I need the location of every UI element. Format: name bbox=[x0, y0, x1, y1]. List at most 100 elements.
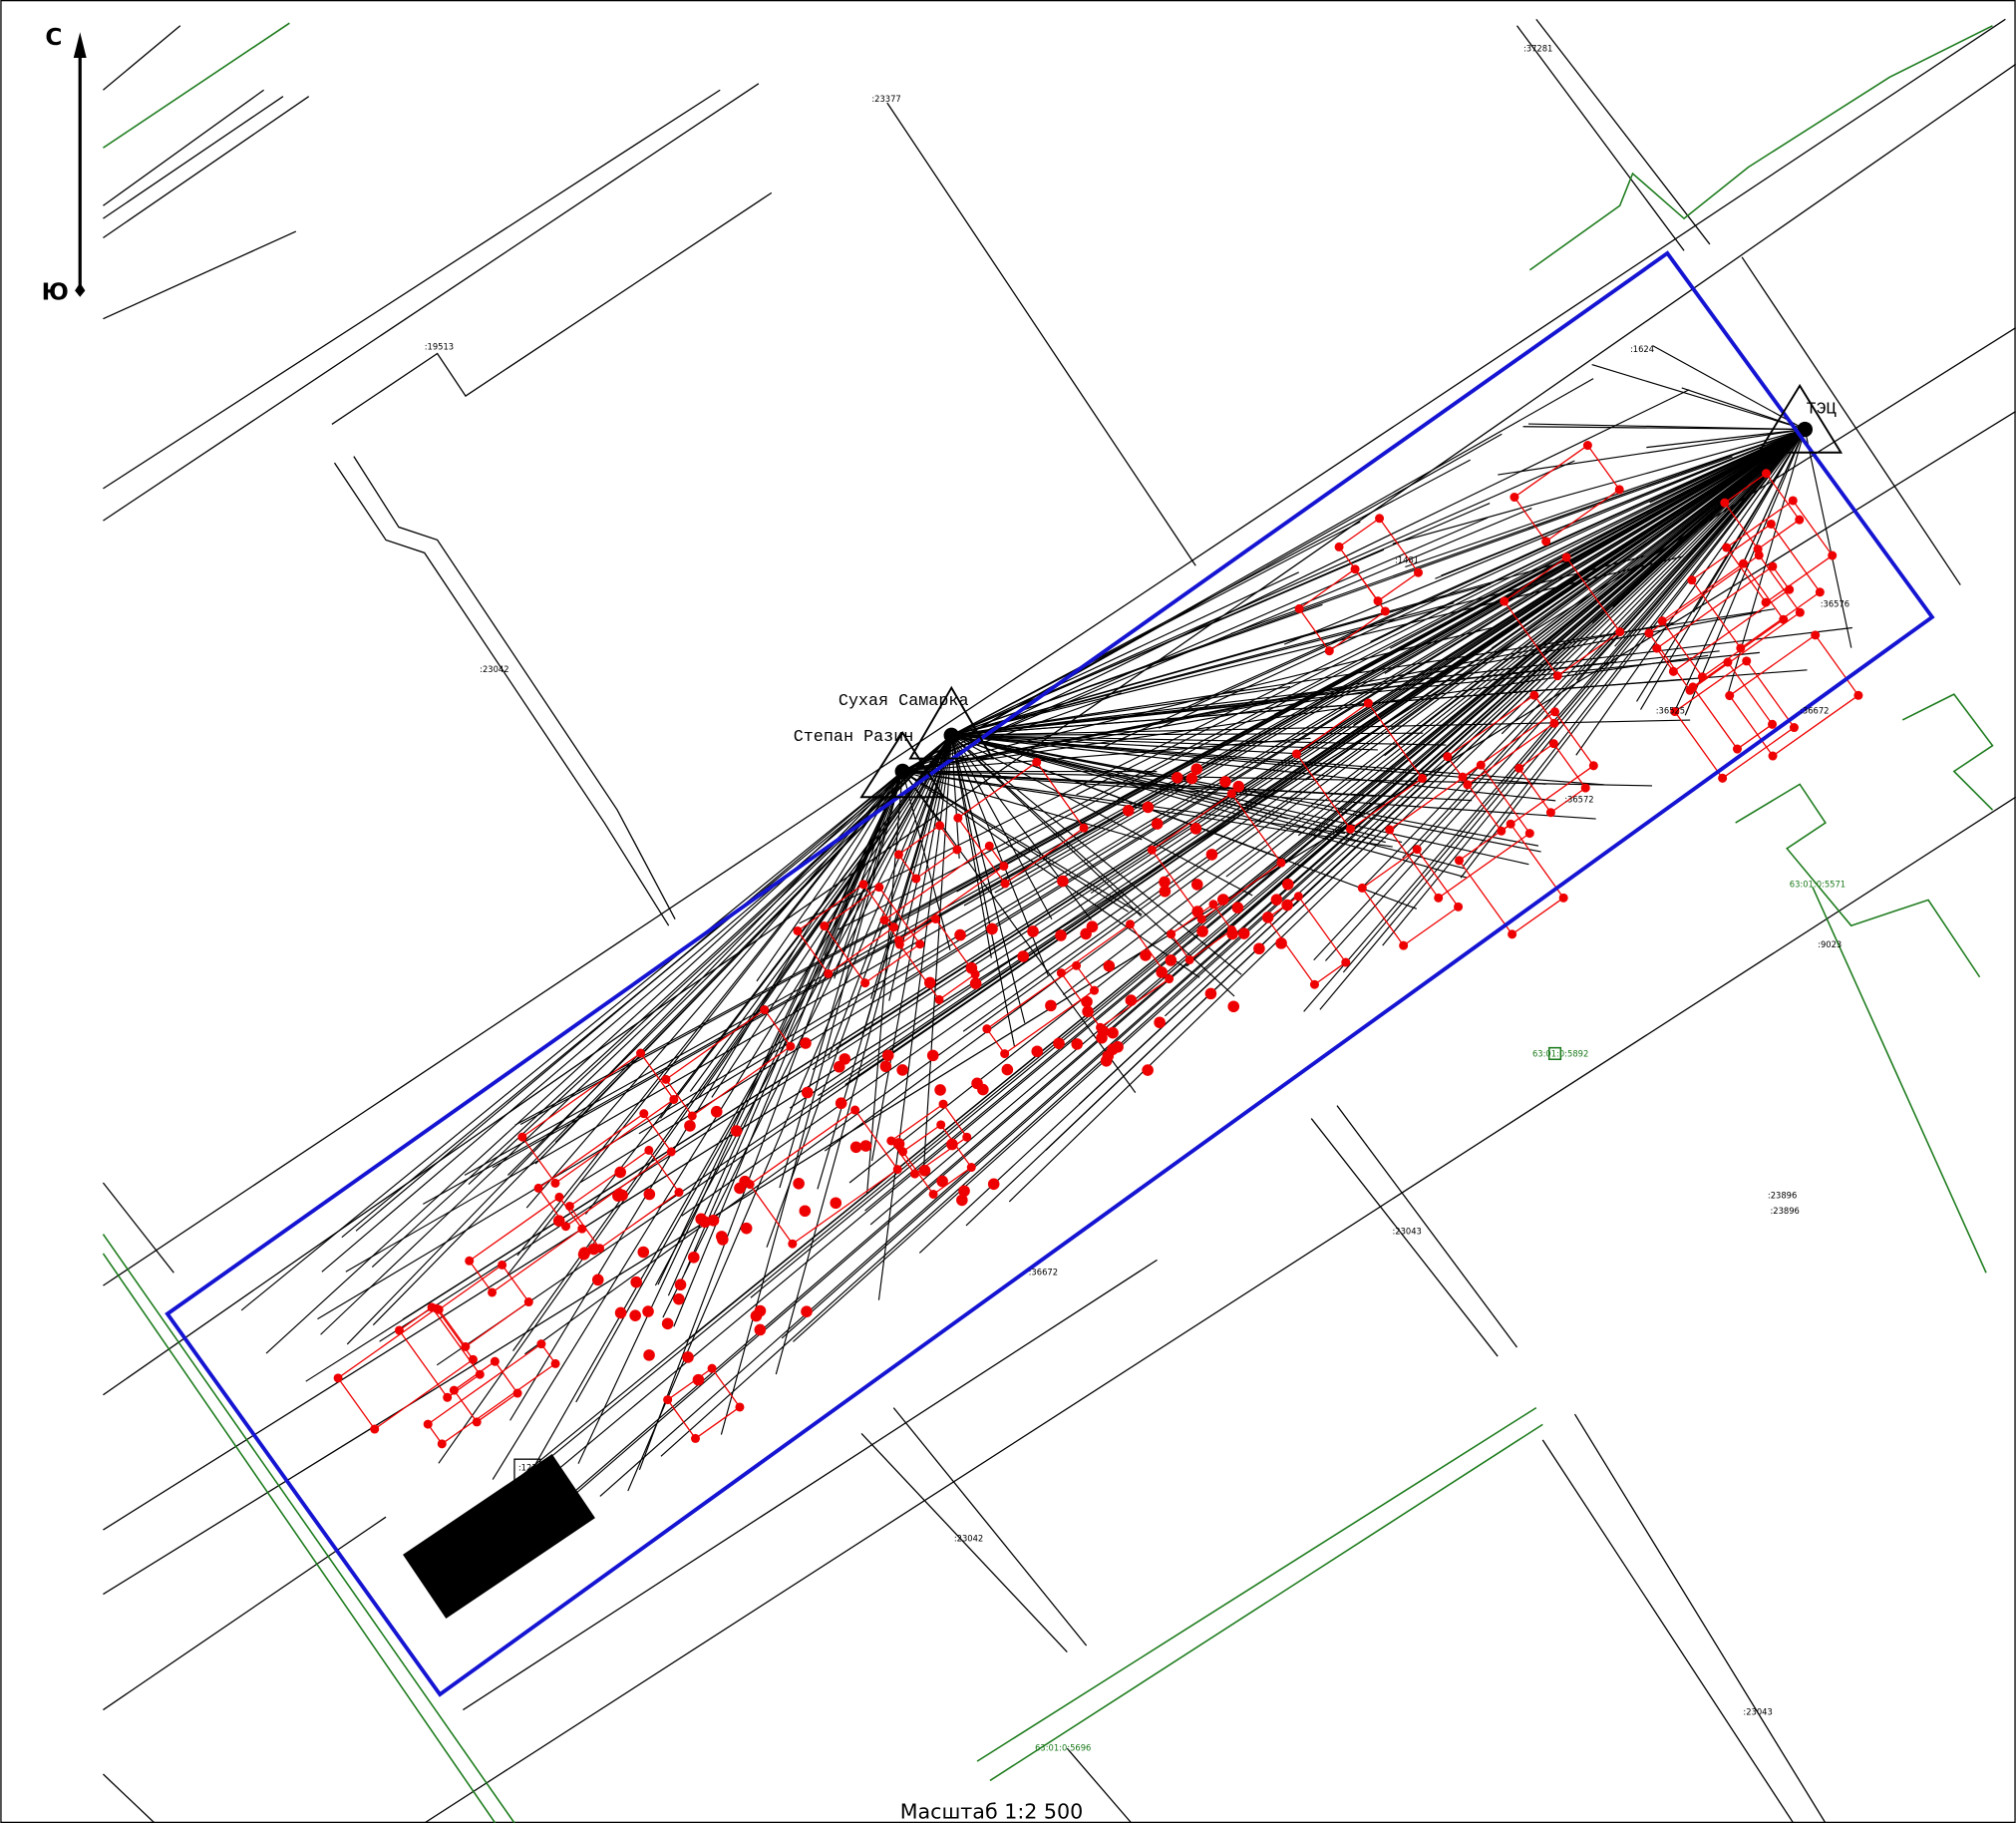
streets bbox=[102, 18, 2016, 1823]
node bbox=[536, 1339, 546, 1349]
node bbox=[1443, 752, 1453, 762]
node bbox=[1027, 925, 1039, 937]
zone-label: 63:01:0:5696 bbox=[1035, 1743, 1091, 1753]
node bbox=[1341, 957, 1351, 967]
connection bbox=[514, 429, 1806, 1126]
node bbox=[1434, 893, 1444, 903]
node bbox=[688, 1251, 700, 1264]
node bbox=[1795, 607, 1805, 617]
node bbox=[1208, 900, 1218, 910]
node bbox=[1742, 656, 1752, 666]
node bbox=[730, 1125, 743, 1137]
node bbox=[1079, 823, 1089, 833]
connection bbox=[902, 737, 1311, 773]
connection bbox=[1390, 429, 1806, 731]
node bbox=[684, 1120, 696, 1132]
node bbox=[896, 1064, 908, 1076]
connection bbox=[402, 429, 1806, 1320]
node bbox=[986, 922, 998, 935]
zone-label: 63:01:0:5571 bbox=[1790, 879, 1846, 889]
node bbox=[661, 1317, 674, 1330]
connection bbox=[838, 429, 1806, 930]
parcel-label: :37281 bbox=[1523, 43, 1552, 53]
connection bbox=[848, 429, 1806, 1184]
node bbox=[1828, 550, 1838, 560]
connection bbox=[1491, 429, 1806, 649]
node bbox=[1281, 899, 1293, 912]
connection bbox=[951, 734, 1604, 786]
node bbox=[1147, 845, 1157, 855]
connection bbox=[775, 735, 952, 1375]
node bbox=[443, 1392, 453, 1402]
node bbox=[715, 1231, 728, 1243]
connection bbox=[1614, 429, 1806, 647]
connection bbox=[1103, 429, 1806, 1030]
connection bbox=[902, 389, 1690, 773]
connection bbox=[1575, 429, 1806, 756]
node bbox=[1644, 628, 1654, 638]
parcel-label: :23043 bbox=[1392, 1226, 1421, 1236]
node bbox=[934, 994, 944, 1004]
node bbox=[1293, 892, 1303, 902]
node bbox=[938, 1099, 948, 1109]
connection bbox=[951, 626, 1852, 736]
node bbox=[879, 1060, 892, 1073]
connection bbox=[1522, 426, 1806, 431]
node bbox=[629, 1309, 641, 1321]
node bbox=[953, 813, 963, 823]
connection bbox=[554, 734, 952, 1143]
node bbox=[962, 1132, 972, 1142]
node bbox=[1345, 824, 1355, 834]
node bbox=[1281, 878, 1294, 891]
connection bbox=[902, 378, 1594, 772]
connection bbox=[1062, 429, 1806, 995]
connection bbox=[799, 429, 1806, 924]
node bbox=[801, 1086, 814, 1099]
node bbox=[930, 913, 940, 923]
parcel-label: :9023 bbox=[1818, 939, 1842, 949]
node bbox=[1723, 657, 1733, 667]
connection bbox=[1684, 429, 1806, 716]
connection bbox=[1158, 429, 1806, 729]
node bbox=[707, 1363, 717, 1373]
node bbox=[1385, 825, 1395, 835]
node bbox=[1588, 761, 1598, 771]
node bbox=[1142, 1064, 1154, 1076]
node bbox=[449, 1385, 459, 1395]
node bbox=[1454, 856, 1464, 866]
node bbox=[1122, 805, 1135, 817]
node bbox=[423, 1419, 433, 1429]
connection bbox=[577, 771, 903, 1464]
node bbox=[1232, 780, 1245, 793]
node bbox=[1125, 994, 1138, 1006]
node bbox=[1761, 469, 1771, 479]
connection bbox=[1045, 429, 1806, 1151]
node bbox=[1739, 558, 1749, 568]
zone-label: 63:01:0:5892 bbox=[1532, 1049, 1588, 1059]
node bbox=[800, 1037, 812, 1049]
node bbox=[849, 1141, 862, 1154]
node bbox=[1768, 719, 1778, 729]
node bbox=[1334, 542, 1344, 551]
node bbox=[1380, 606, 1390, 616]
node bbox=[1190, 763, 1203, 775]
node bbox=[786, 1041, 796, 1051]
node bbox=[760, 1004, 770, 1015]
node bbox=[1253, 942, 1265, 955]
node bbox=[437, 1439, 447, 1449]
connection bbox=[1078, 429, 1806, 1105]
node bbox=[1185, 772, 1198, 785]
connection bbox=[1008, 429, 1806, 1203]
node bbox=[1231, 902, 1244, 913]
node bbox=[928, 1189, 938, 1199]
node bbox=[1529, 690, 1539, 700]
connection bbox=[321, 734, 952, 1273]
node bbox=[490, 1356, 500, 1366]
connection bbox=[584, 735, 952, 1215]
node bbox=[1086, 920, 1099, 933]
node bbox=[475, 1369, 485, 1379]
parcel-label: :36672 bbox=[1800, 705, 1829, 715]
node bbox=[643, 1349, 655, 1361]
node bbox=[661, 1074, 671, 1084]
